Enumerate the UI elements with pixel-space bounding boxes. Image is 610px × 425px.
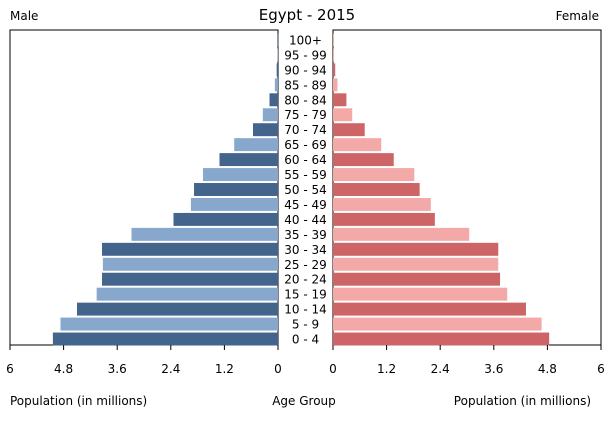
male-bar bbox=[102, 242, 278, 256]
female-bar bbox=[333, 302, 526, 316]
female-bar bbox=[333, 317, 542, 331]
male-bar bbox=[219, 153, 278, 167]
female-bar bbox=[333, 93, 347, 107]
age-group-label: 75 - 79 bbox=[284, 108, 327, 122]
female-bar bbox=[333, 168, 415, 182]
male-bar bbox=[173, 212, 278, 226]
age-group-label: 15 - 19 bbox=[284, 288, 327, 302]
male-bar bbox=[277, 48, 279, 62]
female-bar bbox=[333, 183, 420, 196]
age-group-label: 25 - 29 bbox=[284, 258, 327, 272]
female-bar bbox=[333, 212, 435, 226]
female-bar bbox=[333, 272, 501, 286]
age-group-label: 35 - 39 bbox=[284, 228, 327, 242]
x-tick-label: 2.4 bbox=[431, 362, 450, 376]
female-bar bbox=[333, 108, 353, 122]
male-bar bbox=[102, 257, 278, 271]
male-bar bbox=[276, 63, 278, 77]
female-bar bbox=[333, 48, 334, 62]
chart-title: Egypt - 2015 bbox=[259, 6, 355, 24]
female-bar bbox=[333, 242, 499, 256]
x-tick-label: 4.8 bbox=[538, 362, 557, 376]
male-bar bbox=[96, 287, 278, 301]
x-tick-label: 3.6 bbox=[108, 362, 127, 376]
female-bar bbox=[333, 197, 431, 211]
male-bar bbox=[194, 183, 278, 196]
female-bar bbox=[333, 33, 334, 47]
female-bar bbox=[333, 227, 470, 241]
female-bar bbox=[333, 257, 499, 271]
age-group-label: 5 - 9 bbox=[292, 318, 319, 332]
x-tick-label: 1.2 bbox=[215, 362, 234, 376]
female-bar bbox=[333, 123, 365, 137]
age-group-label: 30 - 34 bbox=[284, 243, 327, 257]
age-group-label: 55 - 59 bbox=[284, 168, 327, 182]
age-group-label: 50 - 54 bbox=[284, 183, 327, 197]
age-group-label: 80 - 84 bbox=[284, 93, 327, 107]
female-bar bbox=[333, 63, 336, 77]
x-axis-ticks: 6 4.8 3.6 2.4 1.2 0 0 1.2 2.4 3.6 4.8 6 bbox=[6, 345, 605, 376]
male-bar bbox=[131, 227, 278, 241]
x-tick-label: 1.2 bbox=[377, 362, 396, 376]
age-group-label: 100+ bbox=[289, 33, 322, 47]
male-bar bbox=[60, 317, 279, 331]
male-bar bbox=[262, 108, 278, 122]
age-group-label: 10 - 14 bbox=[284, 303, 327, 317]
female-label: Female bbox=[556, 9, 599, 23]
age-group-label: 95 - 99 bbox=[284, 48, 327, 62]
male-bar bbox=[269, 93, 278, 107]
male-bar bbox=[252, 123, 278, 137]
age-group-label: 65 - 69 bbox=[284, 138, 327, 152]
female-bar bbox=[333, 332, 550, 346]
x-axis-label-male: Population (in millions) bbox=[10, 394, 147, 408]
age-group-label: 45 - 49 bbox=[284, 198, 327, 212]
male-bar bbox=[234, 138, 278, 152]
age-group-label: 20 - 24 bbox=[284, 273, 327, 287]
x-tick-label: 6 bbox=[6, 362, 14, 376]
age-group-label: 0 - 4 bbox=[292, 333, 319, 347]
age-group-label: 60 - 64 bbox=[284, 153, 327, 167]
age-group-label: 40 - 44 bbox=[284, 213, 327, 227]
x-axis-label-female: Population (in millions) bbox=[454, 394, 591, 408]
female-bar bbox=[333, 138, 382, 152]
x-tick-label: 4.8 bbox=[54, 362, 73, 376]
male-bar bbox=[77, 302, 278, 316]
x-tick-label: 0 bbox=[274, 362, 282, 376]
male-bar bbox=[274, 78, 278, 92]
female-bar bbox=[333, 287, 508, 301]
x-tick-label: 0 bbox=[329, 362, 337, 376]
x-tick-label: 2.4 bbox=[161, 362, 180, 376]
age-group-label: 90 - 94 bbox=[284, 63, 327, 77]
male-bar bbox=[190, 197, 278, 211]
male-bar bbox=[202, 168, 278, 182]
female-bar bbox=[333, 78, 338, 92]
male-bar bbox=[102, 272, 278, 286]
female-bar bbox=[333, 153, 394, 167]
male-label: Male bbox=[10, 9, 38, 23]
male-bars bbox=[52, 33, 279, 346]
x-axis-label-age-group: Age Group bbox=[272, 394, 336, 408]
male-bar bbox=[52, 332, 278, 346]
age-group-label: 85 - 89 bbox=[284, 78, 327, 92]
male-bar bbox=[277, 33, 279, 47]
age-group-label: 70 - 74 bbox=[284, 123, 327, 137]
x-tick-label: 6 bbox=[597, 362, 605, 376]
x-tick-label: 3.6 bbox=[484, 362, 503, 376]
female-bars bbox=[333, 33, 550, 346]
